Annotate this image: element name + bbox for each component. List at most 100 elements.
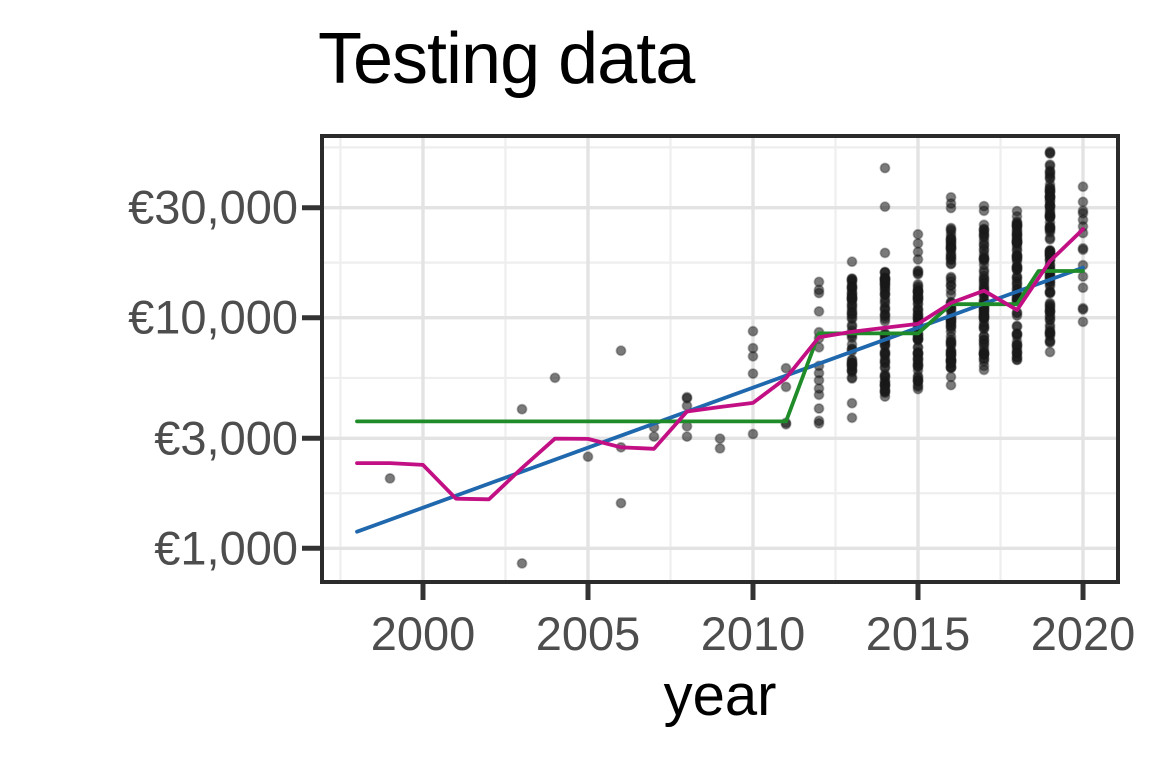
data-point	[1077, 196, 1089, 208]
data-point	[1044, 248, 1056, 260]
data-point	[747, 368, 759, 379]
data-point	[1011, 276, 1023, 287]
data-point	[1044, 204, 1056, 216]
data-point	[879, 349, 891, 361]
data-point	[813, 417, 825, 429]
magenta-line	[355, 227, 1085, 502]
scatter-points	[384, 146, 1089, 569]
data-point	[912, 308, 924, 320]
x-tick-label: 2015	[866, 607, 971, 660]
data-point	[945, 273, 957, 284]
data-point	[945, 233, 957, 245]
data-point	[978, 355, 990, 367]
data-point	[516, 558, 528, 569]
data-point	[681, 431, 693, 442]
data-point	[846, 256, 858, 268]
data-point	[1011, 347, 1023, 359]
data-point	[384, 472, 396, 484]
x-tick-label: 2000	[371, 607, 476, 660]
data-point	[516, 403, 528, 415]
data-point	[945, 257, 957, 269]
x-tick-label: 2005	[536, 607, 641, 660]
data-point	[912, 253, 924, 265]
data-point	[846, 397, 858, 409]
data-point	[582, 451, 594, 463]
data-point	[912, 228, 924, 240]
data-point	[846, 291, 858, 303]
data-point	[945, 202, 957, 214]
x-tick-label: 2010	[701, 607, 806, 660]
data-point	[747, 325, 759, 337]
data-point	[549, 372, 561, 384]
data-point	[912, 298, 924, 310]
data-point	[1044, 233, 1056, 245]
data-point	[846, 338, 858, 350]
data-point	[912, 284, 924, 296]
data-point	[1044, 346, 1056, 358]
data-point	[879, 315, 891, 327]
panel-border	[320, 134, 1120, 584]
data-point	[1044, 335, 1056, 346]
data-point	[945, 337, 957, 349]
data-point	[615, 345, 627, 357]
data-point	[978, 240, 990, 251]
data-point	[879, 247, 891, 259]
data-point	[978, 252, 990, 264]
data-point	[780, 381, 792, 393]
data-point	[978, 312, 990, 324]
data-point	[813, 287, 825, 299]
x-axis-title: year	[663, 663, 777, 728]
data-point	[1077, 271, 1089, 282]
data-point	[714, 433, 726, 444]
data-point	[1044, 287, 1056, 299]
green-step-line	[355, 269, 1085, 424]
data-point	[1011, 261, 1023, 273]
data-point	[1011, 328, 1023, 340]
data-point	[945, 379, 957, 391]
data-point	[978, 227, 990, 239]
data-point	[1044, 192, 1056, 204]
data-point	[1077, 304, 1089, 315]
data-point	[780, 362, 792, 374]
data-point	[813, 305, 825, 317]
data-point	[747, 428, 759, 440]
data-point	[1077, 282, 1089, 294]
blue-line	[355, 265, 1085, 534]
data-point	[846, 412, 858, 424]
data-point	[978, 338, 990, 350]
data-point	[846, 372, 858, 383]
data-point	[879, 201, 891, 213]
data-point	[846, 273, 858, 285]
data-point	[912, 354, 924, 366]
data-point	[1044, 148, 1056, 159]
data-point	[1044, 310, 1056, 321]
data-point	[879, 362, 891, 374]
data-point	[1077, 181, 1089, 193]
data-point	[945, 357, 957, 369]
data-point	[1044, 297, 1056, 309]
y-tick-label: €3,000	[154, 411, 298, 464]
data-point	[879, 272, 891, 284]
data-point	[1044, 221, 1056, 232]
data-point	[813, 389, 825, 401]
data-point	[1011, 236, 1023, 248]
data-point	[648, 431, 660, 442]
data-point	[912, 375, 924, 387]
data-point	[912, 268, 924, 280]
data-point	[1044, 322, 1056, 333]
y-tick-label: €1,000	[154, 521, 298, 574]
data-point	[1044, 168, 1056, 179]
data-point	[879, 285, 891, 297]
y-tick-label: €10,000	[128, 291, 298, 344]
data-point	[1077, 316, 1089, 328]
data-point	[945, 326, 957, 338]
data-point	[1077, 244, 1089, 256]
data-point	[846, 307, 858, 319]
data-point	[978, 205, 990, 217]
data-point	[1011, 224, 1023, 236]
data-point	[813, 403, 825, 414]
data-point	[978, 266, 990, 278]
data-point	[1011, 310, 1023, 321]
